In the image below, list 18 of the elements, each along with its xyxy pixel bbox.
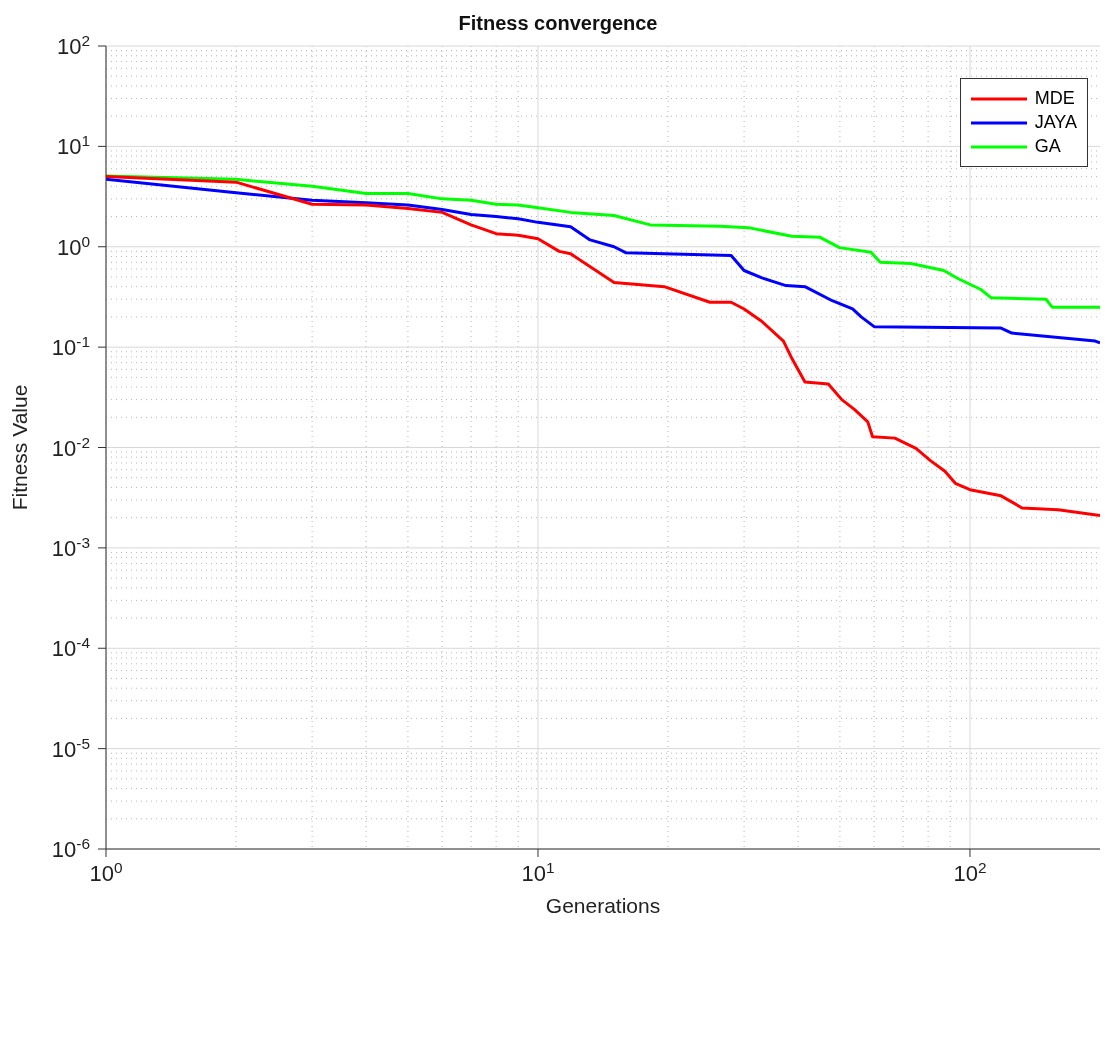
y-tick-label: 10$^{1}$ — [56, 131, 90, 160]
y-tick-label: 10$^{-5}$ — [51, 734, 90, 762]
y-axis-title: Fitness Value — [8, 384, 32, 511]
y-tick-label: 10$^{0}$ — [56, 232, 90, 260]
x-tick-label: 10$^{2}$ — [953, 858, 987, 886]
y-tick-label: 10$^{2}$ — [56, 31, 90, 59]
y-tick-label: 10$^{-3}$ — [51, 533, 90, 561]
x-tick-label: 10$^{0}$ — [89, 858, 123, 886]
y-tick-label: 10$^{-6}$ — [51, 834, 90, 862]
legend-label: GA — [1034, 136, 1061, 157]
y-tick-label: 10$^{-2}$ — [51, 433, 90, 461]
chart-title: Fitness convergence — [458, 12, 658, 34]
x-tick-label: 10$^{1}$ — [521, 858, 555, 886]
legend-label: JAYA — [1034, 112, 1077, 133]
x-axis-title: Generations — [545, 894, 661, 917]
legend-label: MDE — [1034, 88, 1075, 109]
y-tick-label: 10$^{-4}$ — [51, 633, 91, 662]
y-tick-label: 10$^{-1}$ — [51, 332, 90, 361]
